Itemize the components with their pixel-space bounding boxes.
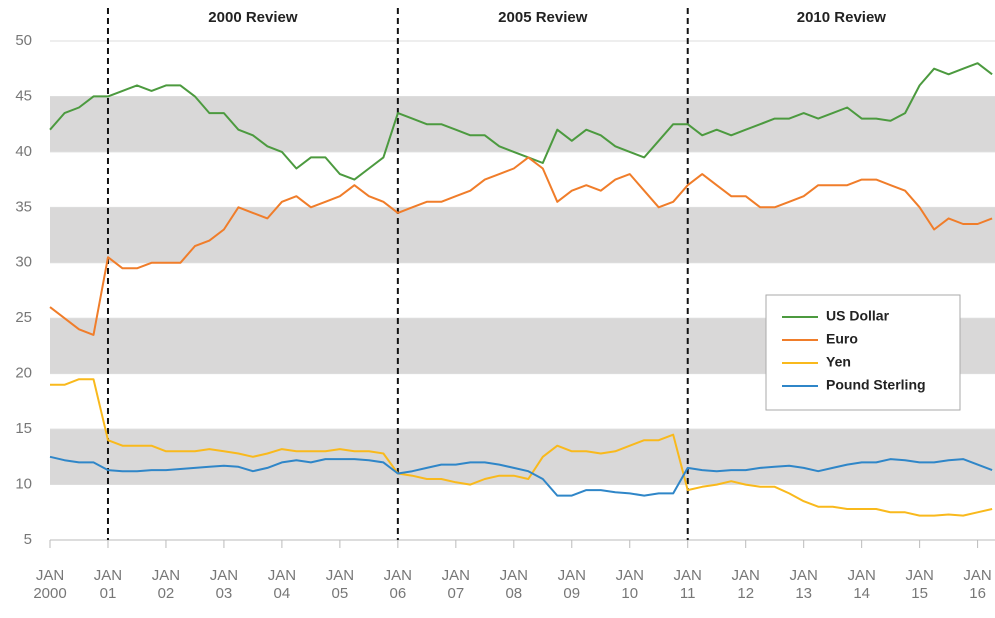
x-tick-label: JAN 02 — [151, 567, 181, 602]
x-tick-label: JAN 09 — [557, 567, 586, 602]
review-label: 2010 Review — [797, 9, 887, 26]
x-tick-label: JAN 13 — [789, 567, 818, 602]
y-tick-label: 15 — [15, 420, 32, 437]
x-tick-label: JAN 03 — [209, 567, 239, 602]
y-tick-label: 50 — [15, 32, 32, 49]
y-tick-label: 30 — [15, 254, 32, 271]
x-tick-label: JAN 07 — [441, 567, 470, 602]
series-line — [50, 378, 993, 517]
series-line — [49, 62, 993, 181]
x-tick-label: JAN 01 — [93, 567, 123, 602]
x-tick-label: JAN 10 — [615, 567, 644, 602]
grid-band — [50, 207, 995, 263]
series-line — [49, 455, 993, 497]
legend-label: Euro — [826, 331, 858, 347]
review-label: 2005 Review — [498, 9, 588, 26]
review-label: 2000 Review — [208, 9, 298, 26]
x-tick-label: JAN 12 — [731, 567, 760, 602]
y-tick-label: 35 — [15, 198, 32, 215]
grid-band — [50, 429, 995, 485]
y-tick-label: 20 — [15, 365, 32, 382]
legend-label: Pound Sterling — [826, 377, 926, 393]
y-tick-label: 45 — [15, 87, 32, 104]
x-tick-label: JAN 06 — [383, 567, 413, 602]
y-tick-label: 25 — [15, 309, 32, 326]
legend-label: Yen — [826, 354, 851, 370]
x-tick-label: JAN 14 — [847, 567, 876, 602]
x-tick-label: JAN 04 — [267, 567, 297, 602]
x-tick-label: JAN 05 — [325, 567, 355, 602]
y-tick-label: 10 — [15, 476, 32, 493]
x-tick-label: JAN 16 — [963, 567, 992, 602]
x-tick-label: JAN 15 — [905, 567, 934, 602]
y-tick-label: 5 — [24, 531, 32, 548]
legend-box — [765, 294, 961, 411]
x-tick-label: JAN 11 — [673, 567, 702, 602]
grid-band — [50, 96, 995, 152]
legend-label: US Dollar — [826, 308, 890, 324]
x-tick-label: JAN 2000 — [33, 567, 67, 602]
series-line — [49, 156, 993, 336]
x-tick-label: JAN 08 — [499, 567, 528, 602]
y-tick-label: 40 — [15, 143, 32, 160]
